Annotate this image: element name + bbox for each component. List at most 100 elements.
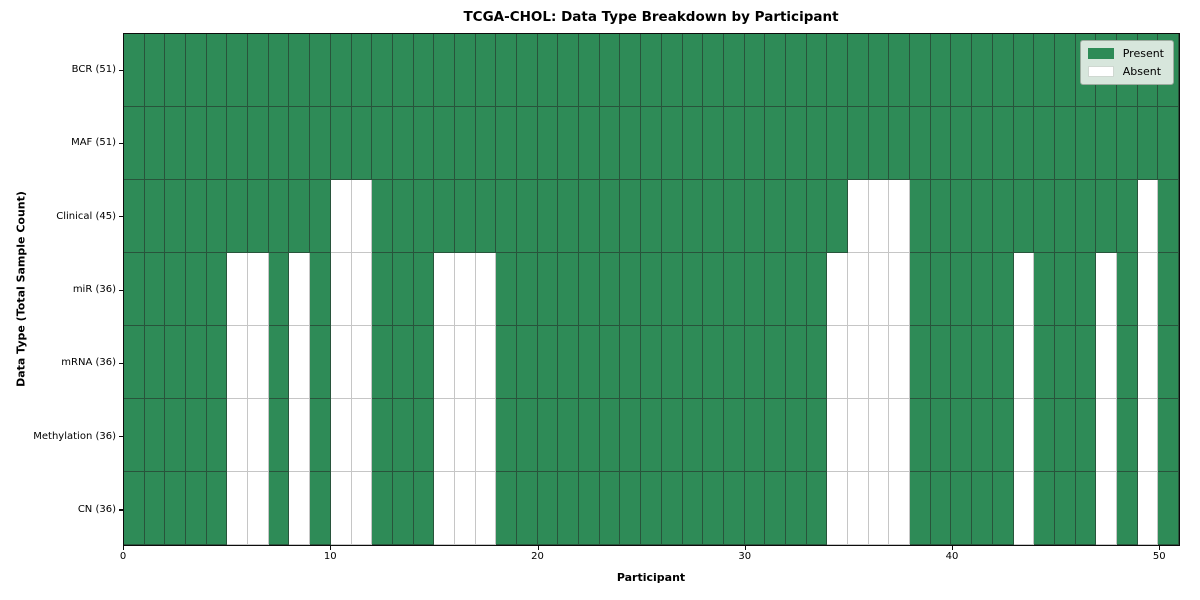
cell-Clinical-45 [1054,180,1076,253]
cell-MAF-1 [144,107,166,180]
cell-miR-16 [454,253,476,326]
cell-MAF-37 [889,107,911,180]
cell-BCR-5 [227,34,249,107]
cell-miR-21 [558,253,580,326]
cell-BCR-27 [682,34,704,107]
cell-Methylation-0 [124,399,145,472]
cell-CN-37 [889,472,911,545]
cell-Methylation-42 [992,399,1014,472]
cell-Clinical-28 [703,180,724,253]
legend-entry-absent: Absent [1087,65,1164,78]
cell-BCR-14 [413,34,435,107]
cell-miR-4 [206,253,228,326]
absent-swatch [1087,66,1114,77]
y-tick-label-MAF: MAF (51) [71,137,116,149]
cell-MAF-33 [806,107,828,180]
cell-CN-16 [454,472,476,545]
cell-mRNA-25 [641,326,662,399]
cell-Clinical-17 [475,180,497,253]
cell-BCR-26 [661,34,683,107]
cell-MAF-3 [186,107,207,180]
cell-BCR-34 [827,34,849,107]
chart-title: TCGA-CHOL: Data Type Breakdown by Partic… [463,9,839,25]
cell-Clinical-34 [827,180,849,253]
cell-Methylation-34 [827,399,849,472]
cell-CN-13 [392,472,414,545]
cell-Clinical-31 [765,180,786,253]
y-tick-mark-CN [119,509,123,511]
y-tick-mark-miR [119,289,123,291]
x-tick-label-10: 10 [323,551,337,562]
cell-miR-38 [910,253,931,326]
x-tick-mark-0 [123,546,125,550]
cell-Clinical-13 [392,180,414,253]
x-tick-label-50: 50 [1152,551,1166,562]
cell-Methylation-6 [248,399,269,472]
cell-CN-24 [620,472,642,545]
cell-CN-43 [1013,472,1035,545]
cell-mRNA-21 [558,326,580,399]
cell-miR-47 [1096,253,1117,326]
cell-CN-35 [848,472,869,545]
cell-Clinical-12 [372,180,393,253]
cell-miR-40 [951,253,973,326]
cell-CN-1 [144,472,166,545]
cell-CN-20 [537,472,559,545]
cell-Methylation-12 [372,399,393,472]
cell-Methylation-36 [868,399,890,472]
x-tick-mark-50 [1159,546,1161,550]
cell-Methylation-39 [930,399,952,472]
cell-MAF-19 [517,107,538,180]
cell-Clinical-8 [289,180,311,253]
cell-BCR-25 [641,34,662,107]
cell-Methylation-50 [1158,399,1179,472]
cell-BCR-24 [620,34,642,107]
cell-miR-35 [848,253,869,326]
cell-MAF-22 [579,107,600,180]
cell-BCR-4 [206,34,228,107]
cell-MAF-2 [165,107,187,180]
cell-CN-21 [558,472,580,545]
cell-BCR-39 [930,34,952,107]
cell-Clinical-23 [599,180,621,253]
cell-miR-39 [930,253,952,326]
cell-Clinical-19 [517,180,538,253]
cell-Clinical-38 [910,180,931,253]
cell-MAF-15 [434,107,455,180]
cell-miR-18 [496,253,518,326]
y-tick-label-Methylation: Methylation (36) [33,430,116,442]
cell-Methylation-8 [289,399,311,472]
cell-mRNA-9 [310,326,331,399]
cell-MAF-29 [723,107,745,180]
cell-Methylation-37 [889,399,911,472]
cell-CN-8 [289,472,311,545]
cell-BCR-13 [392,34,414,107]
cell-MAF-12 [372,107,393,180]
cell-Clinical-16 [454,180,476,253]
cell-mRNA-22 [579,326,600,399]
cell-mRNA-41 [972,326,993,399]
cell-Methylation-17 [475,399,497,472]
cell-BCR-32 [785,34,807,107]
cell-miR-17 [475,253,497,326]
cell-MAF-23 [599,107,621,180]
cell-BCR-38 [910,34,931,107]
cell-mRNA-48 [1116,326,1138,399]
cell-MAF-44 [1034,107,1055,180]
x-tick-mark-20 [537,546,539,550]
cell-MAF-21 [558,107,580,180]
cell-Clinical-6 [248,180,269,253]
cell-CN-33 [806,472,828,545]
cell-BCR-21 [558,34,580,107]
cell-mRNA-37 [889,326,911,399]
cell-Methylation-48 [1116,399,1138,472]
cell-mRNA-15 [434,326,455,399]
cell-MAF-42 [992,107,1014,180]
cell-mRNA-29 [723,326,745,399]
cell-CN-18 [496,472,518,545]
cell-CN-17 [475,472,497,545]
cell-MAF-47 [1096,107,1117,180]
cell-miR-6 [248,253,269,326]
cell-MAF-13 [392,107,414,180]
cell-mRNA-47 [1096,326,1117,399]
